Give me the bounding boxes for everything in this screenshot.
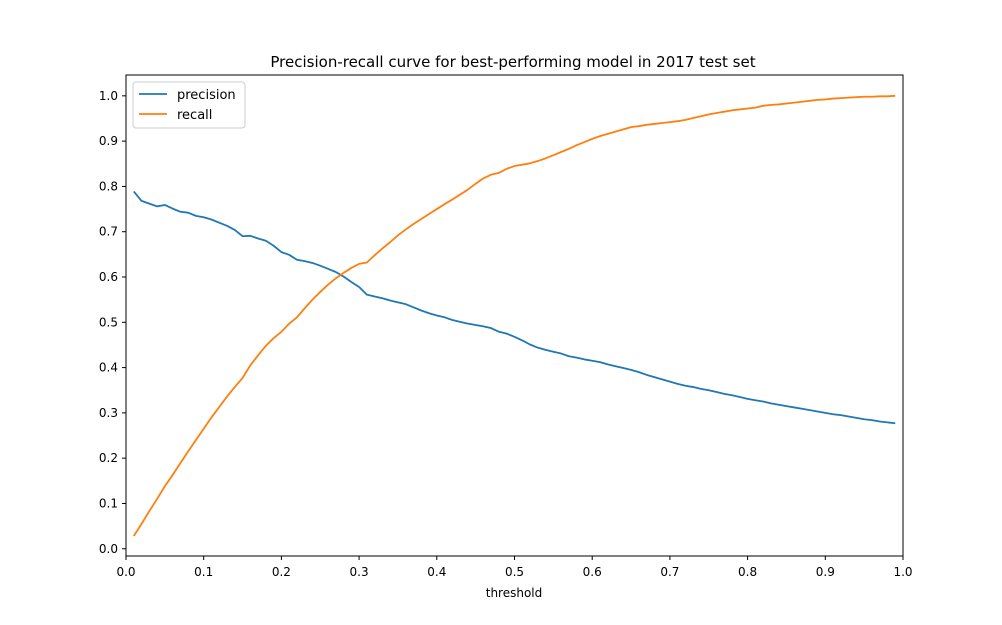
legend-label-recall: recall [177, 108, 212, 123]
x-tick-label: 0.6 [583, 565, 602, 579]
legend: precision recall [132, 81, 246, 129]
x-tick-label: 0.9 [816, 565, 835, 579]
y-tick-label: 1.0 [99, 89, 118, 103]
series-line-recall [133, 94, 896, 537]
y-tick-label: 0.7 [99, 225, 118, 239]
x-tick-label: 0.8 [738, 565, 757, 579]
plot-area [125, 74, 904, 557]
x-tick-label: 0.0 [116, 565, 135, 579]
y-tick-label: 0.1 [99, 496, 118, 510]
x-axis-label: threshold [486, 586, 543, 600]
x-tick-label: 0.7 [660, 565, 679, 579]
y-tick-label: 0.6 [99, 270, 118, 284]
y-tick-label: 0.4 [99, 361, 118, 375]
x-tick-label: 0.4 [427, 565, 446, 579]
y-tick-label: 0.5 [99, 315, 118, 329]
y-tick-label: 0.3 [99, 406, 118, 420]
chart-title: Precision-recall curve for best-performi… [270, 53, 755, 71]
y-tick-label: 0.9 [99, 134, 118, 148]
series-layer [133, 94, 896, 537]
series-line-precision [133, 190, 896, 425]
y-axis: 0.0 0.1 0.2 0.3 0.4 0.5 0.6 0.7 0.8 0.9 1.0 [99, 89, 126, 556]
y-tick-label: 0.2 [99, 451, 118, 465]
x-tick-label: 1.0 [893, 565, 912, 579]
x-tick-label: 0.2 [272, 565, 291, 579]
x-tick-label: 0.3 [350, 565, 369, 579]
x-tick-label: 0.1 [194, 565, 213, 579]
x-tick-label: 0.5 [505, 565, 524, 579]
x-axis: 0.0 0.1 0.2 0.3 0.4 0.5 0.6 0.7 0.8 0.9 1.0 [116, 556, 913, 579]
plot-background [126, 75, 903, 556]
y-tick-label: 0.8 [99, 179, 118, 193]
legend-label-precision: precision [177, 88, 236, 103]
y-tick-label: 0.0 [99, 542, 118, 556]
